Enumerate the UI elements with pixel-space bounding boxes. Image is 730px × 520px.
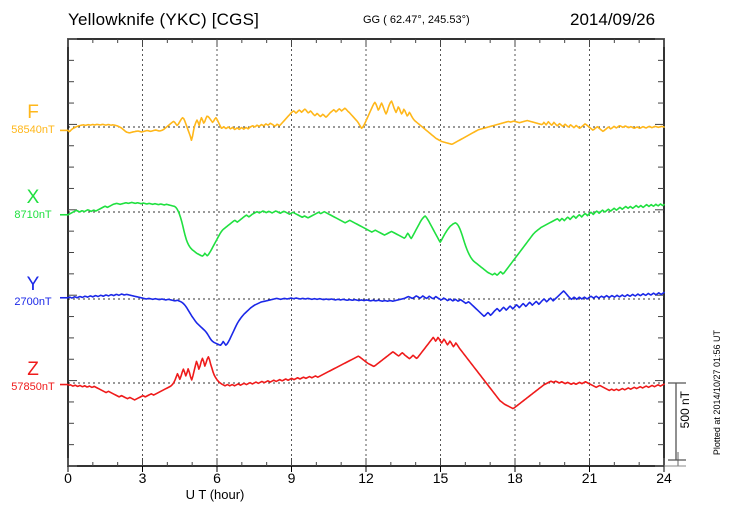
trace-y [67,290,665,346]
component-label-y: Y 2700nT [0,275,66,309]
plotted-timestamp: Plotted at 2014/10/27 01:56 UT [712,330,722,456]
component-label-x: X 8710nT [0,188,66,222]
x-axis-label-text: U T (hour) [185,487,245,502]
page-title: Yellowknife (YKC) [CGS] [68,10,260,29]
component-label-f: F 58540nT [0,103,66,137]
x-tick-label-6: 6 [213,470,221,486]
gridlines-layer [68,39,664,466]
plot-border [67,38,665,467]
component-baseline-f: 58540nT [11,124,55,136]
geographic-coordinates: GG ( 62.47°, 245.53°) [363,14,470,26]
x-axis-label: U T (hour) [0,487,730,502]
scale-bar [668,382,686,461]
component-baseline-z: 57850nT [11,381,55,393]
scale-bar-label: 500 nT [678,391,692,429]
trace-z [67,336,665,410]
trace-layer [60,100,665,410]
component-symbol-x: X [26,187,40,208]
trace-f [67,100,665,146]
x-tick-label-0: 0 [64,470,72,486]
x-tick-label-12: 12 [358,470,374,486]
trace-x [67,201,665,276]
component-baseline-y: 2700nT [14,296,52,308]
x-tick-label-24: 24 [656,470,672,486]
component-baseline-x: 8710nT [14,209,52,221]
component-symbol-f: F [27,102,39,123]
axis-ticks [67,38,686,472]
x-tick-label-18: 18 [507,470,523,486]
x-tick-label-9: 9 [287,470,296,486]
x-tick-label-15: 15 [432,470,449,486]
x-tick-label-21: 21 [581,470,598,486]
plot-frame [67,38,665,467]
component-symbol-z: Z [27,359,39,380]
component-label-z: Z 57850nT [0,360,66,394]
observation-date: 2014/09/26 [570,10,656,29]
component-symbol-y: Y [26,274,40,295]
x-tick-label-3: 3 [138,470,147,486]
